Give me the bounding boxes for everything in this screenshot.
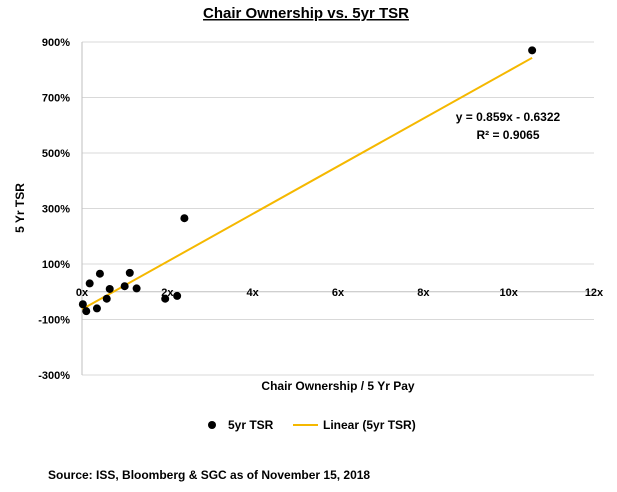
axes [81, 42, 594, 375]
trendline [81, 56, 533, 311]
x-tick-label: 0x [76, 287, 89, 299]
legend-label-linear: Linear (5yr TSR) [323, 418, 416, 432]
x-tick-label: 8x [417, 287, 430, 299]
legend-marker-5yr-tsr [208, 421, 216, 429]
y-tick-label: 100% [42, 259, 70, 271]
chart-title: Chair Ownership vs. 5yr TSR [203, 5, 409, 22]
data-point [173, 291, 182, 300]
data-point [125, 268, 134, 277]
data-point [102, 294, 111, 303]
x-tick-label: 10x [499, 287, 518, 299]
x-tick-label: 4x [247, 287, 260, 299]
data-point [105, 284, 114, 293]
y-tick-label: 900% [42, 37, 70, 49]
data-point [132, 284, 141, 293]
data-point [120, 282, 129, 291]
data-point [85, 279, 94, 288]
y-axis-label: 5 Yr TSR [13, 183, 27, 233]
gridlines [82, 41, 594, 376]
legend: 5yr TSR Linear (5yr TSR) [208, 418, 416, 432]
x-tick-label: 12x [585, 287, 604, 299]
y-tick-label: 300% [42, 204, 70, 216]
data-point [528, 46, 537, 55]
y-tick-labels: 900% 700% 500% 300% 100% -100% -300% [38, 37, 70, 382]
data-point [92, 304, 101, 313]
trendline-r-squared: R² = 0.9065 [476, 128, 539, 142]
y-tick-label: 500% [42, 148, 70, 160]
y-tick-label: 700% [42, 93, 70, 105]
legend-label-5yr-tsr: 5yr TSR [228, 418, 274, 432]
data-point [161, 294, 170, 303]
x-axis-label: Chair Ownership / 5 Yr Pay [261, 379, 414, 393]
trendline-equation: y = 0.859x - 0.6322 [456, 110, 561, 124]
y-tick-label: -300% [38, 370, 70, 382]
data-point [180, 214, 189, 223]
data-points [78, 46, 537, 316]
x-tick-label: 6x [332, 287, 345, 299]
x-tick-labels: 0x 2x 4x 6x 8x 10x 12x [76, 287, 604, 299]
data-point [95, 269, 104, 278]
data-point [78, 300, 87, 309]
data-point [82, 307, 91, 316]
y-tick-label: -100% [38, 315, 70, 327]
source-note: Source: ISS, Bloomberg & SGC as of Novem… [48, 468, 371, 482]
